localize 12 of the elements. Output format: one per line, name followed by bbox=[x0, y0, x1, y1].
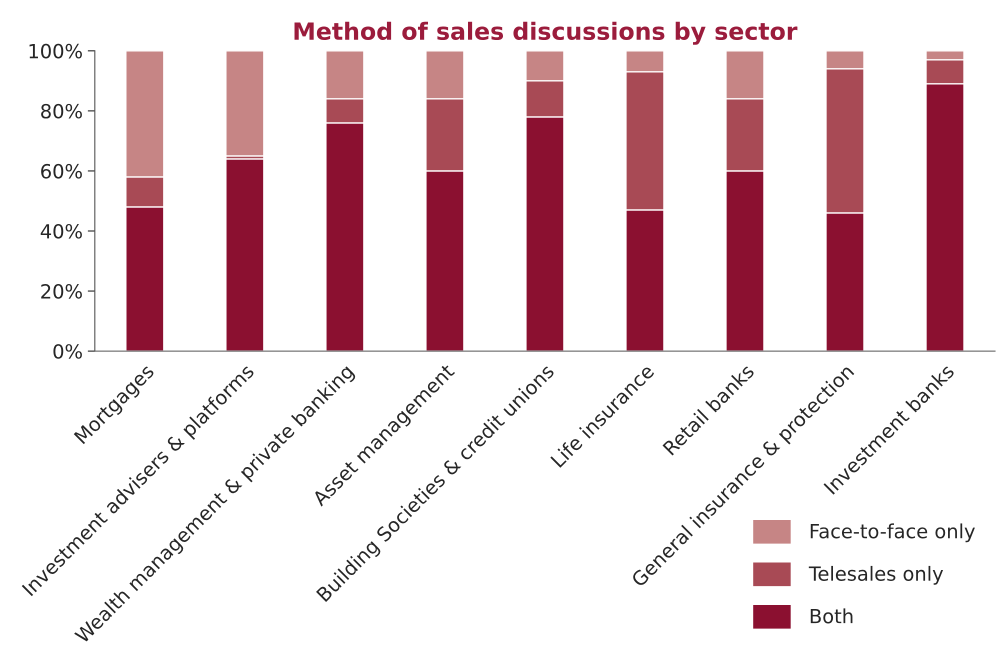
legend-label: Face-to-face only bbox=[810, 523, 975, 542]
legend-label: Telesales only bbox=[808, 566, 944, 585]
y-tick-label: 40% bbox=[40, 224, 82, 239]
bar bbox=[225, 158, 265, 352]
y-tick-label: 80% bbox=[41, 104, 82, 119]
y-tick-label: 0% bbox=[53, 344, 82, 359]
y-tick-label: 20% bbox=[41, 284, 82, 299]
bar bbox=[225, 50, 265, 157]
chart-title: Method of sales discussions by sector bbox=[294, 22, 798, 45]
y-tick-label: 100% bbox=[30, 44, 82, 58]
legend-label: Both bbox=[810, 608, 852, 624]
y-tick-label: 60% bbox=[41, 164, 82, 179]
